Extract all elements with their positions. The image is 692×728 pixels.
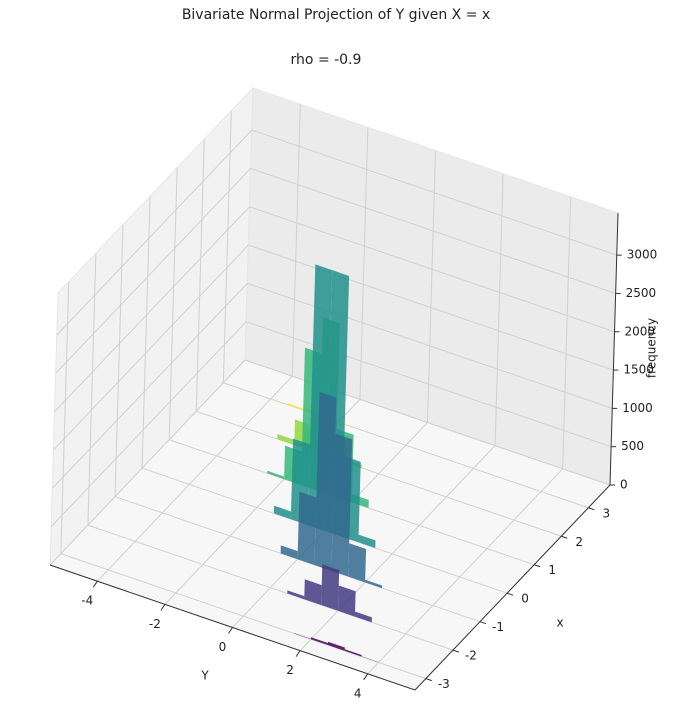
grid-line [245, 321, 612, 448]
y-tick-label: -2 [465, 649, 477, 663]
bar [344, 649, 362, 657]
bar [267, 470, 285, 480]
axis-line [49, 564, 416, 691]
x-tick [363, 673, 369, 681]
y-tick [588, 507, 595, 511]
x-axis-label: Y [200, 669, 209, 683]
grid-line [51, 283, 248, 489]
bar [280, 545, 298, 560]
x-tick-label: 4 [354, 686, 362, 700]
grid-line [359, 127, 369, 400]
axis-line [609, 212, 619, 486]
grid-line [291, 104, 301, 377]
z-tick-label: 2500 [626, 286, 657, 300]
grid-line [168, 167, 178, 440]
grid-line [223, 382, 589, 509]
y-tick [479, 621, 487, 625]
axis-line [414, 484, 611, 691]
bar [287, 403, 305, 411]
x-tick-label: -2 [149, 617, 161, 631]
bar [354, 611, 372, 623]
chart-title: Bivariate Normal Projection of Y given X… [182, 7, 490, 23]
bar [310, 637, 328, 646]
y-tick [534, 564, 541, 568]
grid-line [195, 139, 205, 412]
grid-line [55, 168, 251, 374]
bar [273, 505, 292, 520]
grid-line [49, 359, 246, 566]
bar [277, 434, 295, 445]
y-axis-label: x [556, 616, 563, 630]
z-tick-label: 2000 [625, 324, 656, 338]
y-tick-label: 0 [521, 592, 529, 606]
grid-line [54, 206, 250, 413]
bar [331, 433, 353, 577]
z-tick-label: 1500 [623, 363, 654, 377]
x-tick-label: 0 [219, 640, 227, 654]
grid-line [50, 321, 247, 528]
grid-line [222, 110, 232, 383]
grid-line [114, 224, 124, 497]
grid-line [251, 129, 617, 256]
grid-line [87, 524, 454, 651]
bar [294, 633, 311, 640]
x-tick [295, 650, 301, 657]
y-tick [425, 678, 432, 682]
grid-line [249, 206, 615, 333]
z-tick-label: 3000 [627, 248, 658, 262]
bar [348, 543, 367, 583]
bar [270, 398, 288, 405]
bar [361, 656, 379, 663]
bar [287, 590, 305, 600]
grid-line [196, 410, 562, 537]
y-tick-label: 2 [575, 535, 583, 549]
x-tick-label: 2 [286, 663, 294, 677]
grid-line [562, 196, 572, 469]
x-tick [92, 580, 98, 588]
grid-line [299, 445, 496, 651]
grid-line [494, 173, 504, 446]
grid-line [427, 150, 436, 423]
y-tick-label: 1 [548, 563, 556, 577]
grid-line [56, 129, 253, 336]
y-tick-label: -3 [438, 677, 450, 691]
grid-line [141, 196, 151, 469]
z-tick-label: 1000 [622, 401, 653, 415]
x-tick [160, 604, 166, 611]
bar [297, 491, 317, 565]
grid-line [367, 468, 564, 675]
grid-line [247, 282, 613, 409]
y-tick [561, 535, 568, 539]
bar [327, 641, 345, 651]
y-tick-label: 3 [603, 506, 611, 520]
chart-subtitle: rho = -0.9 [291, 52, 362, 68]
grid-line [53, 244, 249, 451]
y-tick-label: -1 [492, 620, 504, 634]
grid-line [87, 253, 97, 526]
bar [365, 579, 383, 589]
bar [338, 585, 356, 617]
z-axis-label: frequency [645, 318, 659, 378]
y-tick [452, 649, 460, 653]
grid-line [96, 375, 293, 582]
bar [358, 534, 376, 549]
grid-line [248, 244, 614, 371]
z-tick-label: 0 [620, 478, 628, 492]
grid-line [250, 167, 616, 294]
x-tick-label: -4 [81, 594, 93, 608]
bar [304, 579, 322, 605]
bar [321, 564, 340, 611]
y-tick [506, 592, 514, 596]
bar [314, 391, 337, 571]
x-tick [228, 627, 233, 634]
grid-line [60, 281, 70, 554]
z-tick-label: 500 [621, 439, 644, 453]
